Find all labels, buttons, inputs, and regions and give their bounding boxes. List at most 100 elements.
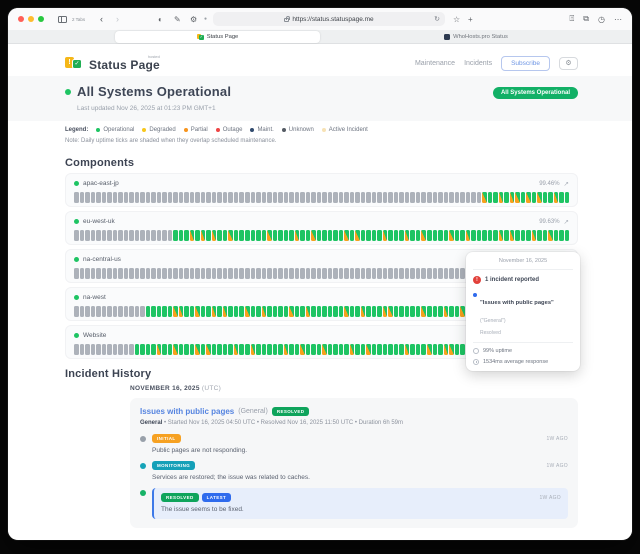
uptime-tick[interactable] — [349, 268, 355, 279]
uptime-tick[interactable] — [222, 268, 228, 279]
uptime-tick[interactable] — [261, 230, 267, 241]
uptime-tick[interactable] — [96, 344, 101, 355]
uptime-tick[interactable] — [471, 230, 476, 241]
uptime-tick[interactable] — [239, 344, 244, 355]
uptime-tick[interactable] — [548, 192, 553, 203]
uptime-tick[interactable] — [333, 344, 338, 355]
uptime-tick[interactable] — [322, 192, 327, 203]
uptime-tick[interactable] — [526, 192, 531, 203]
uptime-tick[interactable] — [410, 268, 415, 279]
uptime-tick[interactable] — [322, 306, 327, 317]
uptime-tick[interactable] — [118, 344, 123, 355]
uptime-tick[interactable] — [112, 268, 118, 279]
uptime-tick[interactable] — [129, 306, 134, 317]
uptime-tick[interactable] — [244, 344, 250, 355]
uptime-tick[interactable] — [134, 230, 140, 241]
uptime-tick[interactable] — [509, 192, 515, 203]
uptime-tick[interactable] — [90, 230, 96, 241]
uptime-tick[interactable] — [112, 344, 118, 355]
uptime-tick[interactable] — [156, 230, 162, 241]
uptime-tick[interactable] — [90, 344, 96, 355]
uptime-tick[interactable] — [537, 230, 542, 241]
uptime-tick[interactable] — [173, 306, 178, 317]
uptime-tick[interactable] — [410, 306, 415, 317]
uptime-tick[interactable] — [460, 192, 465, 203]
uptime-tick[interactable] — [327, 306, 333, 317]
uptime-tick[interactable] — [134, 192, 140, 203]
uptime-tick[interactable] — [300, 268, 305, 279]
uptime-tick[interactable] — [101, 192, 107, 203]
uptime-tick[interactable] — [349, 192, 355, 203]
uptime-tick[interactable] — [178, 306, 184, 317]
uptime-tick[interactable] — [349, 230, 355, 241]
uptime-tick[interactable] — [217, 344, 222, 355]
uptime-tick[interactable] — [360, 230, 366, 241]
uptime-tick[interactable] — [410, 344, 415, 355]
uptime-tick[interactable] — [244, 268, 250, 279]
uptime-tick[interactable] — [118, 306, 123, 317]
nav-incidents[interactable]: Incidents — [464, 59, 493, 67]
uptime-tick[interactable] — [261, 344, 267, 355]
uptime-tick[interactable] — [189, 192, 195, 203]
uptime-tick[interactable] — [327, 230, 333, 241]
uptime-tick[interactable] — [388, 344, 393, 355]
uptime-tick[interactable] — [460, 268, 465, 279]
uptime-tick[interactable] — [355, 344, 360, 355]
uptime-tick[interactable] — [421, 192, 426, 203]
uptime-tick[interactable] — [438, 192, 443, 203]
uptime-tick[interactable] — [432, 192, 438, 203]
uptime-tick[interactable] — [145, 306, 151, 317]
uptime-tick[interactable] — [371, 306, 377, 317]
uptime-tick[interactable] — [123, 344, 129, 355]
uptime-tick[interactable] — [305, 344, 311, 355]
uptime-tick[interactable] — [228, 306, 233, 317]
uptime-tick[interactable] — [239, 268, 244, 279]
uptime-tick[interactable] — [96, 230, 101, 241]
uptime-tick[interactable] — [272, 192, 278, 203]
uptime-tick[interactable] — [96, 306, 101, 317]
uptime-tick[interactable] — [515, 192, 520, 203]
uptime-tick[interactable] — [300, 230, 305, 241]
uptime-tick[interactable] — [162, 230, 167, 241]
window-close-button[interactable] — [18, 16, 24, 22]
uptime-tick[interactable] — [520, 192, 526, 203]
uptime-tick[interactable] — [250, 230, 256, 241]
uptime-tick[interactable] — [211, 268, 217, 279]
uptime-tick[interactable] — [404, 306, 410, 317]
uptime-tick[interactable] — [278, 344, 283, 355]
uptime-tick[interactable] — [388, 192, 393, 203]
uptime-tick[interactable] — [526, 230, 531, 241]
uptime-tick[interactable] — [195, 192, 200, 203]
extensions-icon[interactable]: ✎ — [174, 14, 181, 24]
uptime-tick[interactable] — [421, 230, 426, 241]
uptime-tick[interactable] — [107, 230, 112, 241]
uptime-tick[interactable] — [399, 192, 404, 203]
uptime-tick[interactable] — [156, 306, 162, 317]
uptime-tick[interactable] — [151, 306, 156, 317]
uptime-tick[interactable] — [294, 230, 300, 241]
uptime-tick[interactable] — [90, 268, 96, 279]
uptime-tick[interactable] — [333, 192, 338, 203]
uptime-tick[interactable] — [184, 230, 189, 241]
tabs-count-label[interactable]: 2 Tabs — [72, 16, 86, 22]
uptime-tick[interactable] — [404, 268, 410, 279]
uptime-tick[interactable] — [377, 268, 382, 279]
uptime-tick[interactable] — [449, 306, 454, 317]
uptime-tick[interactable] — [498, 192, 504, 203]
uptime-tick[interactable] — [261, 192, 267, 203]
uptime-tick[interactable] — [338, 192, 344, 203]
uptime-tick[interactable] — [151, 344, 156, 355]
uptime-tick[interactable] — [79, 230, 85, 241]
uptime-tick[interactable] — [74, 192, 79, 203]
uptime-tick[interactable] — [222, 344, 228, 355]
settings-button[interactable]: ⚙ — [559, 56, 578, 70]
uptime-tick[interactable] — [300, 192, 305, 203]
uptime-tick[interactable] — [438, 230, 443, 241]
external-link-icon[interactable]: ↗ — [563, 218, 569, 226]
uptime-tick[interactable] — [145, 268, 151, 279]
uptime-tick[interactable] — [393, 306, 399, 317]
uptime-tick[interactable] — [338, 268, 344, 279]
uptime-tick[interactable] — [256, 192, 261, 203]
uptime-tick[interactable] — [344, 192, 349, 203]
uptime-tick[interactable] — [272, 268, 278, 279]
